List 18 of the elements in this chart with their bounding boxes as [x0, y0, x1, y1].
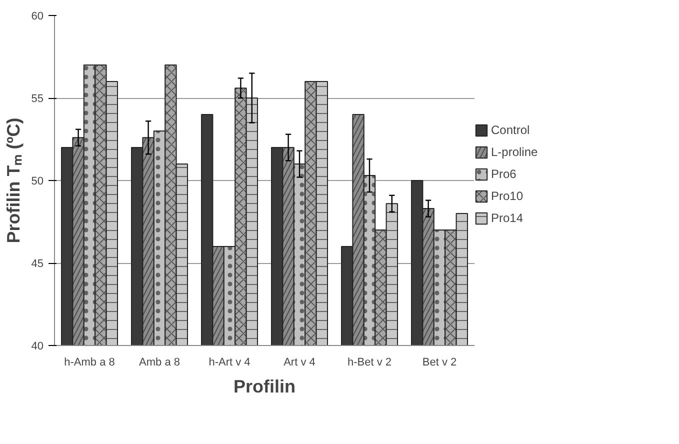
x-tick-label: h-Art v 4: [208, 356, 250, 368]
y-tick-label: 50: [31, 176, 44, 188]
x-tick-label: Amb a 8: [139, 356, 180, 368]
x-tick-label: h-Bet v 2: [347, 356, 392, 368]
y-tick-label: 40: [31, 340, 44, 352]
y-axis-title: Profilin Tₘ (ºC): [3, 118, 24, 244]
x-tick-label: Bet v 2: [422, 356, 457, 368]
y-tick-label: 55: [31, 93, 44, 105]
y-tick-label: 60: [31, 10, 44, 22]
legend-label: Pro14: [491, 211, 524, 225]
legend-label: Control: [491, 123, 530, 137]
legend-label: Pro10: [491, 189, 524, 203]
x-axis-title: Profilin: [234, 376, 296, 396]
legend-label: Pro6: [491, 167, 516, 181]
y-tick-label: 45: [31, 258, 44, 270]
x-tick-label: h-Amb a 8: [64, 356, 115, 368]
legend-label: L-proline: [491, 145, 538, 159]
x-tick-label: Art v 4: [284, 356, 316, 368]
